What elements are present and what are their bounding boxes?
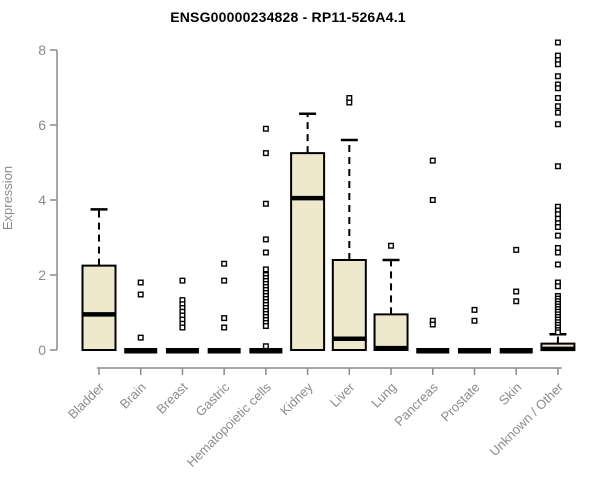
outlier-point [262, 150, 269, 157]
outlier-point [554, 73, 561, 80]
outlier-point [554, 329, 561, 336]
outlier-point [513, 246, 520, 253]
outlier-point [513, 298, 520, 305]
outlier-point [554, 249, 561, 256]
outlier-point [262, 125, 269, 132]
outlier-point [554, 61, 561, 68]
x-tick-label-kidney: Kidney [277, 379, 316, 418]
outlier-point [346, 99, 353, 106]
outlier-point [554, 232, 561, 239]
y-tick-label: 4 [38, 192, 46, 208]
y-tick-label: 8 [38, 42, 46, 58]
outlier-point [262, 200, 269, 207]
boxplot-skin [499, 246, 533, 354]
iqr-box [290, 152, 326, 351]
collapsed-box [124, 348, 158, 354]
x-tick-label-prostate: Prostate [438, 380, 483, 425]
collapsed-box [207, 348, 241, 354]
x-tick-label-gastric: Gastric [193, 379, 233, 419]
outlier-point [471, 306, 478, 313]
outlier-point [554, 39, 561, 46]
outlier-point [262, 266, 269, 273]
iqr-box [373, 313, 409, 351]
boxplot-liver [331, 94, 367, 351]
outlier-point [554, 109, 561, 116]
outlier-point [262, 323, 269, 330]
outlier-point [179, 277, 186, 284]
outlier-point [221, 324, 228, 331]
collapsed-box [249, 348, 283, 354]
outlier-point [179, 324, 186, 331]
boxplot-brain [124, 279, 158, 354]
outlier-point [262, 249, 269, 256]
boxplot-hematopoietic-cells [249, 125, 283, 354]
boxplot-lung [373, 242, 409, 351]
outlier-point [221, 260, 228, 267]
boxplot-prostate [457, 306, 491, 354]
collapsed-box [499, 348, 533, 354]
outlier-point [554, 94, 561, 101]
outlier-point [262, 236, 269, 243]
outlier-point [429, 196, 436, 203]
outlier-point [554, 103, 561, 110]
outlier-point [429, 321, 436, 328]
outlier-point [137, 291, 144, 298]
boxplot-unknown-other [540, 39, 576, 352]
iqr-box [81, 264, 117, 351]
x-tick-label-brain: Brain [117, 380, 149, 412]
y-tick-label: 6 [38, 117, 46, 133]
boxplot-bladder [81, 208, 117, 351]
collapsed-box [457, 348, 491, 354]
y-tick-label: 0 [38, 342, 46, 358]
outlier-point [471, 317, 478, 324]
boxplot-kidney [290, 112, 326, 351]
outlier-point [388, 242, 395, 249]
outlier-point [221, 315, 228, 322]
outlier-point [554, 283, 561, 290]
outlier-point [513, 288, 520, 295]
iqr-box [331, 259, 367, 351]
collapsed-box [165, 348, 199, 354]
x-tick-label-bladder: Bladder [65, 379, 108, 422]
outlier-point [429, 157, 436, 164]
x-tick-label-liver: Liver [327, 379, 358, 410]
outlier-point [137, 334, 144, 341]
boxplot-breast [165, 277, 199, 354]
outlier-point [137, 279, 144, 286]
x-tick-label-pancreas: Pancreas [391, 379, 441, 429]
chart-title: ENSG00000234828 - RP11-526A4.1 [170, 9, 406, 25]
outlier-point [554, 163, 561, 170]
x-tick-label-breast: Breast [153, 379, 190, 416]
boxplot-gastric [207, 260, 241, 354]
outlier-point [221, 277, 228, 284]
y-tick-label: 2 [38, 267, 46, 283]
boxplot-pancreas [416, 157, 450, 354]
outlier-point [554, 223, 561, 230]
x-tick-label-skin: Skin [496, 380, 524, 408]
x-tick-label-unknown-other: Unknown / Other [486, 379, 566, 459]
outlier-point [554, 121, 561, 128]
outlier-point [554, 85, 561, 92]
outlier-point [554, 261, 561, 268]
x-tick-label-lung: Lung [368, 380, 399, 411]
collapsed-box [416, 348, 450, 354]
outlier-point [262, 343, 269, 350]
